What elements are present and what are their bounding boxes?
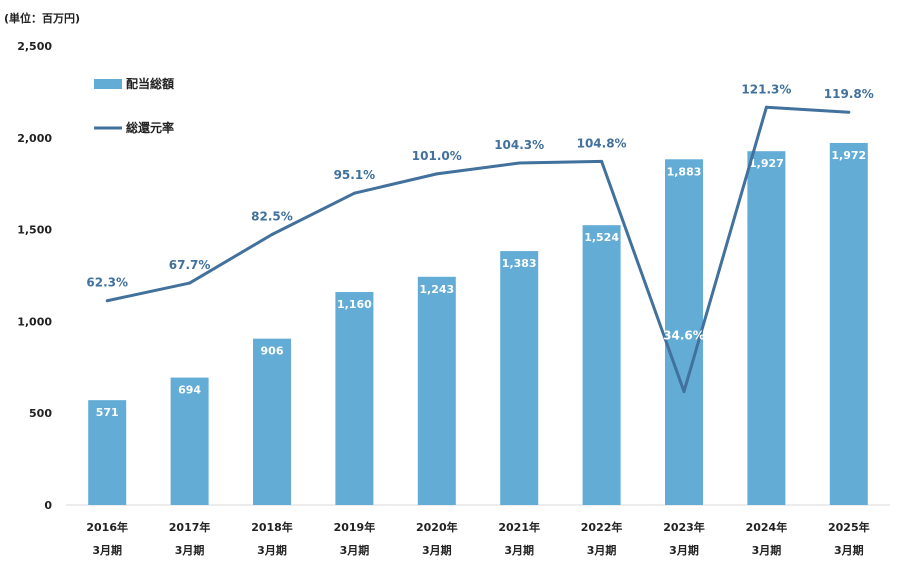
- y-tick-label: 1,500: [17, 224, 52, 237]
- legend-swatch-bar: [94, 79, 122, 89]
- bar-data-label: 1,243: [419, 283, 454, 296]
- line-series: [106, 105, 849, 394]
- x-tick-label: 3月期: [834, 543, 864, 557]
- line-point: [352, 191, 356, 195]
- line-data-label: 62.3%: [86, 276, 128, 290]
- x-tick-label: 3月期: [340, 543, 370, 557]
- line-data-label: 95.1%: [334, 168, 376, 182]
- bar: [417, 276, 456, 505]
- bar-data-label: 1,524: [584, 231, 619, 244]
- x-tick-label: 2023年: [663, 520, 705, 534]
- line-data-label: 101.0%: [412, 149, 462, 163]
- x-tick-label: 2017年: [169, 520, 211, 534]
- bar: [170, 377, 209, 505]
- line-data-label: 104.8%: [577, 136, 627, 150]
- x-tick-label: 3月期: [587, 543, 617, 557]
- line-data-label: 121.3%: [741, 82, 791, 96]
- line-data-label: 119.8%: [824, 87, 874, 101]
- y-tick-label: 1,000: [17, 315, 52, 328]
- x-tick-label: 3月期: [257, 543, 287, 557]
- line-point: [847, 110, 851, 114]
- x-tick-label: 2018年: [251, 520, 293, 534]
- x-tick-label: 2019年: [334, 520, 376, 534]
- line-data-label: 67.7%: [169, 258, 211, 272]
- bar-data-label: 571: [96, 406, 119, 419]
- bar-data-label: 1,972: [831, 149, 866, 162]
- legend-label-line: 総還元率: [126, 120, 174, 135]
- x-tick-label: 3月期: [752, 543, 782, 557]
- x-tick-label: 3月期: [504, 543, 534, 557]
- y-tick-label: 500: [29, 407, 52, 420]
- bar-data-label: 1,927: [749, 157, 784, 170]
- line-data-label: 82.5%: [251, 210, 293, 224]
- x-tick-label: 2020年: [416, 520, 458, 534]
- x-tick-label: 3月期: [422, 543, 452, 557]
- x-tick-label: 3月期: [669, 543, 699, 557]
- line-point: [105, 299, 109, 303]
- bar: [665, 159, 703, 506]
- x-tick-label: 3月期: [175, 543, 205, 557]
- bar: [253, 338, 291, 505]
- line-point: [517, 161, 521, 165]
- line-point: [270, 233, 274, 237]
- line-point: [435, 172, 439, 176]
- y-tick-label: 2,500: [17, 40, 52, 53]
- bar-data-label: 1,160: [337, 298, 372, 311]
- bar: [500, 251, 539, 505]
- bar: [582, 225, 621, 505]
- bar-data-label: 694: [178, 384, 201, 397]
- bar: [335, 292, 374, 505]
- bar-data-label: 1,883: [667, 165, 702, 178]
- line-data-label: 34.6%: [663, 328, 705, 342]
- unit-label: (単位：百万円): [4, 12, 81, 25]
- line-data-label: 104.3%: [494, 138, 544, 152]
- x-tick-label: 2024年: [746, 520, 788, 534]
- line-point: [764, 105, 768, 109]
- x-tick-label: 2021年: [498, 520, 540, 534]
- bar: [829, 142, 868, 505]
- line-point: [600, 159, 604, 163]
- x-tick-label: 2025年: [828, 520, 870, 534]
- bar-data-label: 906: [261, 345, 284, 358]
- line-point: [188, 281, 192, 285]
- bar-data-label: 1,383: [502, 257, 537, 270]
- legend-label-bar: 配当総額: [126, 76, 174, 91]
- y-tick-label: 2,000: [17, 132, 52, 145]
- bar: [747, 151, 786, 505]
- x-tick-label: 2016年: [86, 520, 128, 534]
- x-tick-label: 2022年: [581, 520, 623, 534]
- line-point: [682, 390, 686, 394]
- y-tick-label: 0: [44, 499, 52, 512]
- bar: [88, 400, 127, 505]
- x-tick-label: 3月期: [92, 543, 122, 557]
